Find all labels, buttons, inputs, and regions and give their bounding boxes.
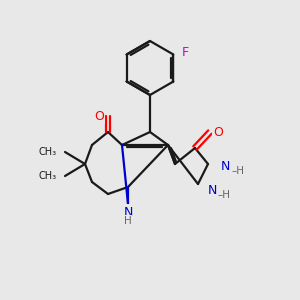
Text: –H: –H	[231, 166, 244, 176]
Text: H: H	[124, 216, 132, 226]
Text: N: N	[207, 184, 217, 196]
Text: O: O	[213, 125, 223, 139]
Text: –H: –H	[218, 190, 231, 200]
Text: N: N	[123, 206, 133, 218]
Text: CH₃: CH₃	[39, 171, 57, 181]
Text: O: O	[94, 110, 104, 122]
Text: CH₃: CH₃	[39, 147, 57, 157]
Text: N: N	[220, 160, 230, 172]
Text: F: F	[182, 46, 189, 59]
